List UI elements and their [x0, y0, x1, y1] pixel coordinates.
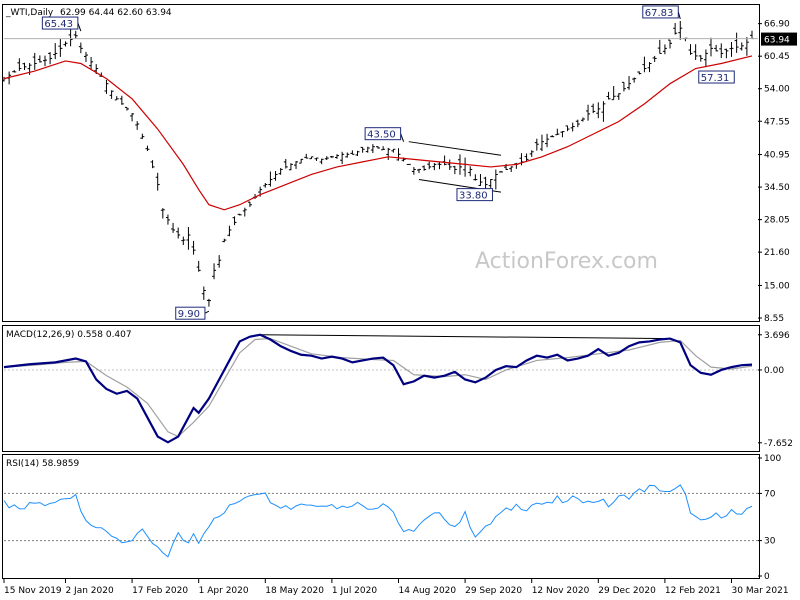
macd-y-tick-label: 0.00 — [764, 366, 784, 376]
date-axis-label: 30 Mar 2021 — [732, 586, 789, 596]
price-y-tick-label: 15.00 — [764, 281, 790, 291]
price-bars — [2, 20, 754, 307]
date-axis-label: 29 Dec 2020 — [598, 586, 656, 596]
date-axis-label: 12 Nov 2020 — [532, 586, 590, 596]
price-y-axis: 66.90 60.45 54.00 47.55 40.95 34.50 28.05 21.60… — [758, 20, 790, 324]
date-axis-label: 29 Sep 2020 — [465, 586, 522, 596]
last-price-tag-label: 63.94 — [764, 36, 790, 46]
channel-upper-line — [408, 141, 502, 156]
price-pane-border — [2, 4, 760, 322]
macd-y-tick-label: -7.652 — [764, 439, 793, 449]
date-axis-label: 1 Jul 2020 — [332, 586, 377, 596]
price-annotation-label: 57.31 — [701, 73, 730, 84]
macd-line — [3, 333, 753, 444]
price-annotation-box — [698, 70, 735, 84]
price-y-tick-label: 34.50 — [764, 183, 790, 193]
price-y-tick-label: 21.60 — [764, 248, 790, 258]
rsi-pane-title: RSI(14) 58.9859 — [6, 459, 79, 469]
rsi-pane: RSI(14) 58.9859 100 70 30 0 — [2, 454, 781, 582]
date-axis-label: 17 Feb 2020 — [132, 586, 188, 596]
price-annotation-box — [175, 306, 206, 320]
macd-y-tick-label: 3.696 — [764, 331, 790, 341]
last-price-tag — [761, 32, 797, 46]
date-axis-label: 18 May 2020 — [265, 586, 324, 596]
rsi-pane-border — [2, 454, 760, 579]
moving-average-line — [3, 55, 753, 211]
rsi-y-tick-label: 30 — [764, 537, 776, 547]
price-annotation-box — [364, 127, 402, 141]
price-annotation-box — [41, 16, 79, 30]
price-y-tick-label: 54.00 — [764, 85, 790, 95]
date-axis-label: 2 Jan 2020 — [65, 586, 113, 596]
date-axis: 15 Nov 2019 2 Jan 2020 17 Feb 2020 1 Apr 20… — [3, 579, 789, 596]
date-axis-label: 15 Nov 2019 — [4, 586, 62, 596]
price-pane: _WTI,Daily 62.99 64.44 62.60 63.94 65.43… — [2, 4, 797, 324]
price-y-tick-label: 40.95 — [764, 151, 790, 161]
rsi-y-tick-label: 100 — [764, 454, 781, 464]
price-annotation-label: 33.80 — [459, 191, 488, 202]
macd-y-axis: 3.696 0.00 -7.652 — [758, 331, 793, 449]
macd-pane-title: MACD(12,26,9) 0.558 0.407 — [6, 330, 132, 340]
price-y-tick-label: 47.55 — [764, 117, 790, 127]
price-annotation-box — [456, 188, 493, 202]
annotation-leader — [204, 310, 210, 314]
rsi-y-tick-label: 0 — [764, 572, 770, 582]
price-y-tick-label: 66.90 — [764, 20, 790, 30]
price-annotation-label: 9.90 — [178, 309, 200, 320]
date-axis-label: 14 Aug 2020 — [398, 586, 456, 596]
signal-line — [3, 337, 753, 438]
price-annotation-label: 65.43 — [44, 19, 73, 30]
rsi-y-tick-label: 70 — [764, 489, 776, 499]
date-axis-label: 12 Feb 2021 — [665, 586, 721, 596]
price-annotation-label: 43.50 — [367, 130, 396, 141]
price-annotation-label: 67.83 — [645, 8, 674, 19]
ohlc-readout: 62.99 64.44 62.60 63.94 — [60, 8, 172, 18]
price-y-tick-label: 28.05 — [764, 216, 790, 226]
price-y-tick-label: 60.45 — [764, 52, 790, 62]
macd-trendline — [260, 334, 671, 340]
rsi-line — [3, 484, 753, 558]
price-annotation-box — [642, 5, 679, 19]
date-axis-label: 1 Apr 2020 — [199, 586, 249, 596]
watermark: ActionForex.com — [475, 249, 658, 274]
price-pane-title: _WTI,Daily — [5, 8, 54, 18]
price-y-tick-label: 8.55 — [764, 314, 784, 324]
macd-pane-border — [2, 325, 760, 452]
macd-pane: MACD(12,26,9) 0.558 0.407 3.696 0.00 -7.65… — [2, 325, 793, 452]
rsi-y-axis: 100 70 30 0 — [758, 454, 781, 582]
